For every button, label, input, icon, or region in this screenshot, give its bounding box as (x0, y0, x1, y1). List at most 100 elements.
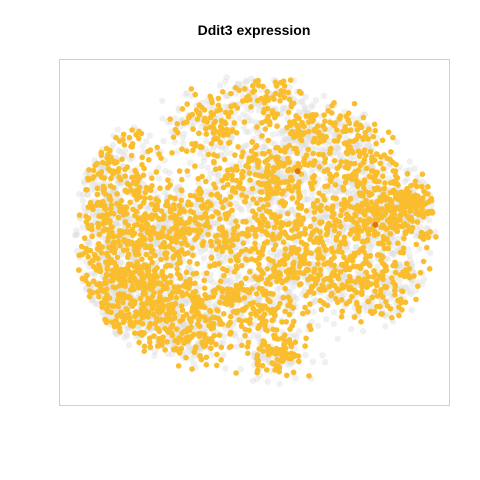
background-cell-point (334, 144, 342, 151)
background-cell-point (339, 274, 347, 281)
background-cell-point (228, 282, 235, 289)
expressing-cell-point (328, 110, 335, 116)
background-cell-point (236, 115, 243, 122)
expressing-cell-point (203, 270, 210, 276)
background-cell-point (408, 260, 416, 267)
background-cell-point (152, 240, 159, 247)
expressing-cell-point (302, 343, 308, 349)
expressing-cell-point (331, 157, 338, 164)
expressing-cell-point (352, 211, 358, 218)
background-cell-point (360, 301, 368, 308)
background-cell-point (251, 320, 258, 328)
background-cell-point (159, 115, 166, 122)
expressing-cell-point (316, 190, 322, 196)
expressing-cell-point (194, 261, 200, 267)
expressing-cell-point (253, 233, 259, 239)
background-cell-point (208, 249, 215, 256)
expressing-cell-point (289, 188, 295, 194)
expressing-cell-point (128, 278, 135, 284)
background-cell-point (323, 212, 331, 219)
chart-title: Ddit3 expression (198, 22, 311, 38)
expressing-cell-point (303, 242, 310, 248)
expressing-cell-point (203, 131, 210, 137)
background-cell-point (196, 284, 204, 291)
expressing-cell-point (174, 271, 181, 277)
background-cell-point (207, 276, 214, 284)
expressing-cell-point (310, 150, 316, 157)
expressing-cell-point (122, 173, 128, 179)
expressing-cell-point (227, 194, 234, 200)
background-cell-point (202, 137, 209, 144)
expressing-cell-point (172, 195, 178, 202)
expressing-cell-point (280, 239, 287, 246)
background-cell-point (86, 241, 93, 248)
expressing-cell-point (120, 212, 127, 218)
background-cell-point (160, 137, 167, 145)
expressing-cell-point (270, 317, 276, 323)
expressing-cell-point (207, 307, 213, 314)
background-cell-point (185, 264, 193, 271)
background-cell-point (233, 343, 240, 350)
expressing-cell-point (260, 244, 267, 251)
background-cell-point (408, 307, 415, 314)
background-cell-point (325, 238, 332, 246)
expressing-cell-point (284, 350, 290, 357)
expressing-cell-point (220, 184, 227, 191)
expressing-cell-point (185, 285, 192, 292)
expressing-cell-point (111, 323, 118, 330)
background-cell-point (253, 119, 260, 126)
expressing-cell-point (284, 221, 291, 228)
expressing-cell-point (249, 185, 256, 192)
expressing-cell-point (273, 327, 280, 333)
expressing-cell-point (216, 165, 223, 172)
background-cell-point (123, 331, 130, 338)
expressing-cell-point (172, 217, 179, 223)
background-cell-point (260, 143, 267, 151)
expressing-cell-point (233, 370, 239, 376)
expressing-cell-point (342, 179, 349, 186)
background-cell-point (79, 197, 87, 205)
expressing-cell-point (288, 355, 294, 362)
background-cell-point (155, 175, 163, 182)
expressing-cell-point (274, 111, 281, 117)
expressing-cell-point (196, 331, 202, 338)
background-cell-point (352, 194, 359, 201)
expressing-cell-point (279, 198, 286, 204)
expressing-cell-point (120, 137, 126, 143)
expressing-cell-point (81, 235, 88, 241)
background-cell-point (343, 224, 350, 231)
expressing-cell-point (234, 257, 240, 263)
background-cell-point (259, 144, 267, 151)
background-cell-point (408, 291, 415, 298)
expressing-cell-point (239, 342, 245, 349)
expressing-cell-point (198, 356, 205, 363)
expressing-cell-point (164, 339, 170, 345)
background-cell-point (425, 216, 433, 224)
expressing-cell-point (385, 129, 392, 135)
background-cell-point (271, 251, 278, 258)
expressing-cell-point (240, 149, 246, 155)
background-cell-point (390, 251, 398, 258)
background-cell-point (79, 224, 86, 231)
expressing-cell-point (270, 190, 277, 197)
expressing-cell-point (190, 147, 196, 154)
background-cell-point (172, 186, 180, 194)
expressing-cell-point (264, 105, 271, 112)
expressing-cell-point (100, 187, 107, 193)
expressing-cell-point (235, 144, 241, 150)
expressing-cell-point (190, 252, 196, 259)
background-cell-point (365, 142, 373, 149)
background-cell-point (222, 145, 230, 152)
expressing-cell-point (350, 138, 357, 145)
expressing-cell-point (291, 118, 298, 124)
expressing-cell-point (158, 155, 164, 161)
expressing-cell-point (221, 156, 228, 163)
expressing-cell-point (231, 120, 238, 126)
background-cell-point (125, 342, 133, 349)
expressing-cell-point (167, 116, 173, 122)
expressing-cell-point (192, 345, 199, 352)
background-cell-point (280, 174, 287, 181)
background-cell-point (255, 107, 262, 114)
background-cell-point (366, 245, 373, 252)
expressing-cell-point (284, 124, 290, 131)
